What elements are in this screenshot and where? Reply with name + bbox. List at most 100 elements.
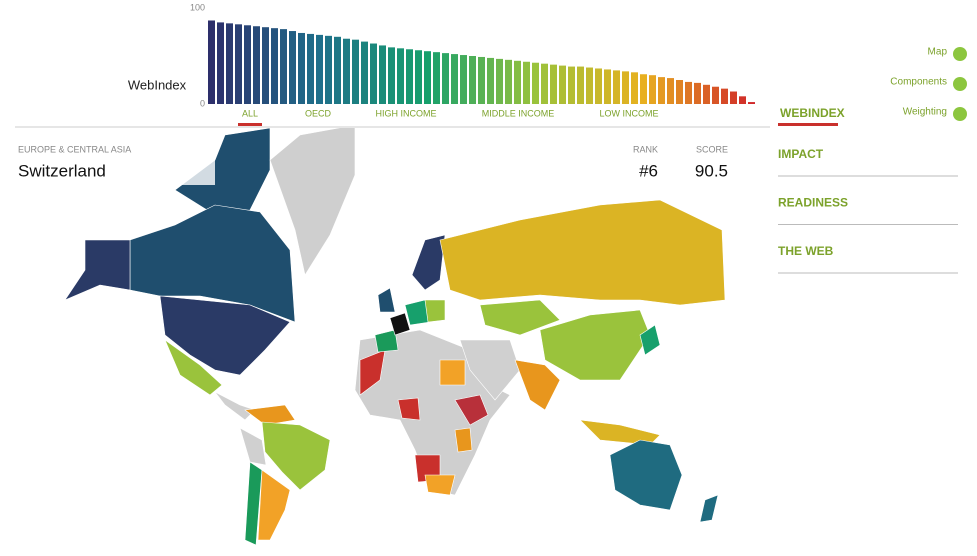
info-bg — [15, 140, 215, 185]
bar — [577, 66, 584, 104]
menu-item[interactable]: IMPACT — [778, 147, 824, 161]
bar — [487, 57, 494, 104]
bar — [676, 80, 683, 104]
bar — [496, 58, 503, 104]
view-icon[interactable] — [953, 77, 967, 91]
map-region — [389, 312, 411, 336]
y-tick-label: 0 — [200, 98, 205, 108]
bar — [379, 45, 386, 104]
country: Switzerland — [18, 161, 106, 180]
bar — [532, 62, 539, 104]
tab[interactable]: ALL — [242, 108, 258, 118]
map-region — [257, 469, 291, 541]
map-region — [129, 204, 296, 323]
bar — [712, 86, 719, 104]
map-region — [374, 329, 399, 353]
bar — [703, 84, 710, 104]
score: 90.5 — [695, 161, 728, 180]
bar — [541, 63, 548, 104]
map-region — [359, 349, 386, 396]
map-region — [64, 239, 131, 301]
menu-item[interactable]: WEBINDEX — [780, 106, 845, 120]
bar — [460, 55, 467, 104]
bar — [613, 70, 620, 104]
bar — [262, 27, 269, 105]
bar — [352, 39, 359, 104]
view-options: Map Components Weighting — [890, 47, 967, 121]
bar — [631, 72, 638, 104]
side-menu: WEBINDEX IMPACT READINESS THE WEB — [778, 106, 958, 274]
bar — [253, 26, 260, 105]
map-region — [397, 397, 421, 421]
map-region — [261, 421, 331, 491]
tab[interactable]: MIDDLE INCOME — [482, 108, 555, 118]
bar — [514, 60, 521, 104]
tab[interactable]: LOW INCOME — [599, 108, 658, 118]
bar — [658, 77, 665, 104]
bar — [685, 81, 692, 104]
bar — [604, 69, 611, 104]
view-icon[interactable] — [953, 107, 967, 121]
bar — [694, 82, 701, 104]
y-tick-label: 100 — [190, 2, 205, 12]
bar-chart: 0 100 — [190, 2, 755, 108]
bar — [559, 65, 566, 104]
tab[interactable]: HIGH INCOME — [375, 108, 436, 118]
bar — [397, 48, 404, 104]
map-region — [377, 287, 396, 313]
bar — [343, 38, 350, 104]
menu-item[interactable]: THE WEB — [778, 244, 834, 258]
bar — [622, 71, 629, 104]
bar — [586, 67, 593, 104]
bar — [442, 53, 449, 104]
bar — [478, 56, 485, 104]
map-region — [424, 299, 446, 323]
bar — [370, 43, 377, 104]
map-region — [439, 359, 466, 386]
bar — [298, 32, 305, 104]
bar — [451, 54, 458, 104]
map-region — [454, 394, 489, 426]
view-option[interactable]: Weighting — [903, 107, 947, 118]
map-region — [214, 391, 256, 421]
map-region — [579, 419, 661, 446]
bar — [235, 24, 242, 104]
map-region — [424, 474, 456, 496]
tabs: ALL OECD HIGH INCOME MIDDLE INCOME LOW INCOM… — [238, 108, 659, 126]
view-icon[interactable] — [953, 47, 967, 61]
map-region — [609, 439, 683, 511]
tab[interactable]: OECD — [305, 108, 332, 118]
map-region — [459, 339, 521, 401]
map-region — [439, 199, 726, 306]
bar — [721, 88, 728, 104]
bar — [307, 33, 314, 104]
axis-label: WebIndex — [128, 77, 187, 92]
map-region — [244, 461, 263, 546]
bar — [316, 34, 323, 104]
view-option[interactable]: Components — [890, 77, 947, 88]
bar — [280, 29, 287, 104]
bar — [325, 35, 332, 105]
bar — [388, 47, 395, 104]
bar — [271, 28, 278, 104]
bar — [406, 49, 413, 104]
bar — [208, 20, 215, 105]
rank-label: RANK — [633, 144, 658, 154]
view-option[interactable]: Map — [928, 47, 948, 58]
bar — [505, 59, 512, 104]
rank: #6 — [639, 161, 658, 180]
world-map — [64, 124, 726, 546]
bar — [730, 91, 737, 104]
menu-item[interactable]: READINESS — [778, 196, 848, 210]
bar — [523, 61, 530, 104]
map-region — [269, 124, 356, 276]
bar — [550, 64, 557, 104]
bar — [640, 74, 647, 104]
map-region — [454, 427, 473, 453]
bar — [226, 23, 233, 104]
bar — [415, 50, 422, 104]
menu-underline — [778, 123, 838, 126]
region: EUROPE & CENTRAL ASIA — [18, 144, 131, 154]
bar — [649, 75, 656, 104]
bar — [424, 51, 431, 104]
